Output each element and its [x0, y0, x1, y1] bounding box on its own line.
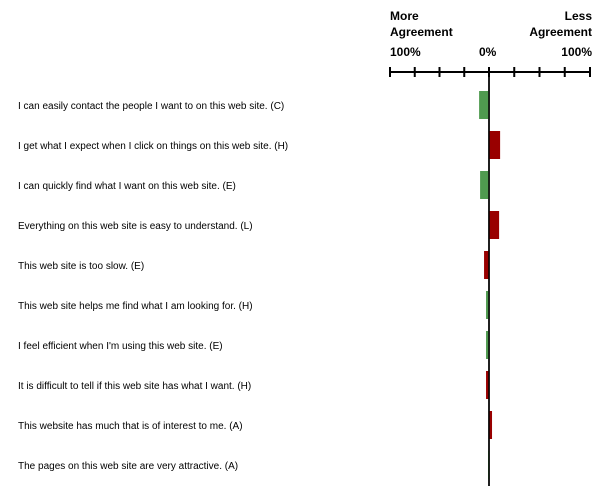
- category-label: I feel efficient when I'm using this web…: [18, 341, 223, 352]
- axis-tick-label-left: 100%: [390, 45, 421, 59]
- bar: [480, 171, 489, 199]
- category-label: I can quickly find what I want on this w…: [18, 181, 236, 192]
- category-label: I can easily contact the people I want t…: [18, 101, 284, 112]
- less-label-line1: Less: [564, 9, 592, 23]
- bar: [489, 411, 493, 439]
- bar: [489, 131, 501, 159]
- category-label: This web site is too slow. (E): [18, 261, 144, 272]
- category-label: This web site helps me find what I am lo…: [18, 301, 253, 312]
- axis-tick-label-right: 100%: [561, 45, 592, 59]
- bar: [484, 251, 489, 279]
- bar: [486, 371, 489, 399]
- bar: [486, 331, 489, 359]
- more-agreement-label: More Agreement: [390, 8, 453, 40]
- category-label: This website has much that is of interes…: [18, 421, 243, 432]
- bar: [479, 91, 489, 119]
- category-label: I get what I expect when I click on thin…: [18, 141, 288, 152]
- category-label: The pages on this web site are very attr…: [18, 461, 238, 472]
- more-label-line2: Agreement: [390, 25, 453, 39]
- category-label: Everything on this web site is easy to u…: [18, 221, 253, 232]
- bar: [489, 211, 500, 239]
- more-label-line1: More: [390, 9, 419, 23]
- less-label-line2: Agreement: [529, 25, 592, 39]
- category-label: It is difficult to tell if this web site…: [18, 381, 251, 392]
- bar: [486, 291, 489, 319]
- less-agreement-label: Less Agreement: [529, 8, 592, 40]
- axis-tick-label-zero: 0%: [479, 45, 497, 59]
